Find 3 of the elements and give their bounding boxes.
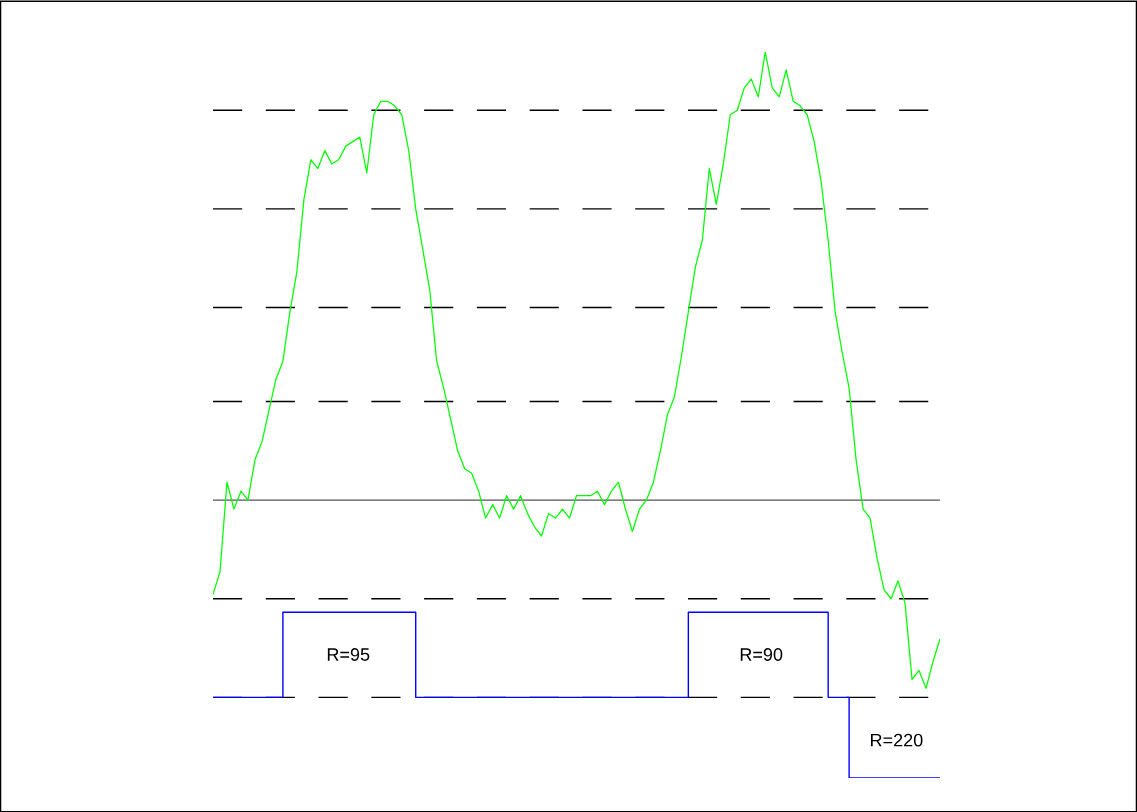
annotation: R=90: [740, 648, 783, 661]
annotation: R=95: [327, 648, 370, 661]
annotation: R=220: [871, 733, 923, 747]
